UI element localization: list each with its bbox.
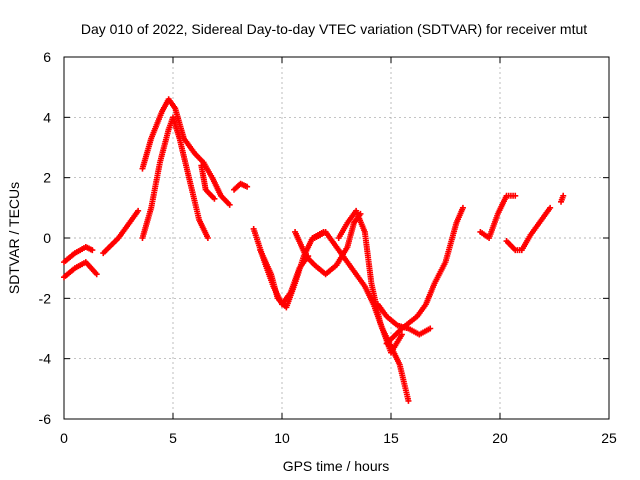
y-tick-label: 6 bbox=[43, 49, 51, 65]
data-point bbox=[512, 192, 519, 199]
data-point bbox=[405, 397, 412, 404]
x-tick-label: 20 bbox=[492, 430, 508, 446]
x-tick-label: 5 bbox=[169, 430, 177, 446]
data-point bbox=[547, 204, 554, 211]
x-tick-label: 10 bbox=[274, 430, 290, 446]
x-tick-label: 0 bbox=[60, 430, 68, 446]
data-point bbox=[459, 204, 466, 211]
x-axis-label: GPS time / hours bbox=[283, 458, 390, 474]
x-tick-label: 15 bbox=[383, 430, 399, 446]
y-tick-label: -4 bbox=[39, 351, 52, 367]
x-tick-label: 25 bbox=[601, 430, 617, 446]
y-axis-label: SDTVAR / TECUs bbox=[6, 182, 22, 294]
data-points bbox=[61, 96, 567, 404]
chart-title: Day 010 of 2022, Sidereal Day-to-day VTE… bbox=[81, 21, 587, 37]
data-point bbox=[560, 192, 567, 199]
data-point bbox=[211, 195, 218, 202]
y-tick-label: 0 bbox=[43, 230, 51, 246]
data-point bbox=[427, 325, 434, 332]
y-tick-label: -2 bbox=[39, 290, 52, 306]
data-point bbox=[398, 331, 405, 338]
y-tick-label: 4 bbox=[43, 109, 51, 125]
data-point bbox=[226, 201, 233, 208]
data-point bbox=[93, 271, 100, 278]
data-point bbox=[89, 247, 96, 254]
y-tick-label: -6 bbox=[39, 411, 52, 427]
data-point bbox=[204, 235, 211, 241]
data-point bbox=[244, 183, 251, 190]
axis-ticks: 0 5 10 15 20 25 -6 -4 -2 0 2 4 6 bbox=[39, 49, 617, 446]
data-point bbox=[135, 207, 142, 214]
y-tick-label: 2 bbox=[43, 170, 51, 186]
